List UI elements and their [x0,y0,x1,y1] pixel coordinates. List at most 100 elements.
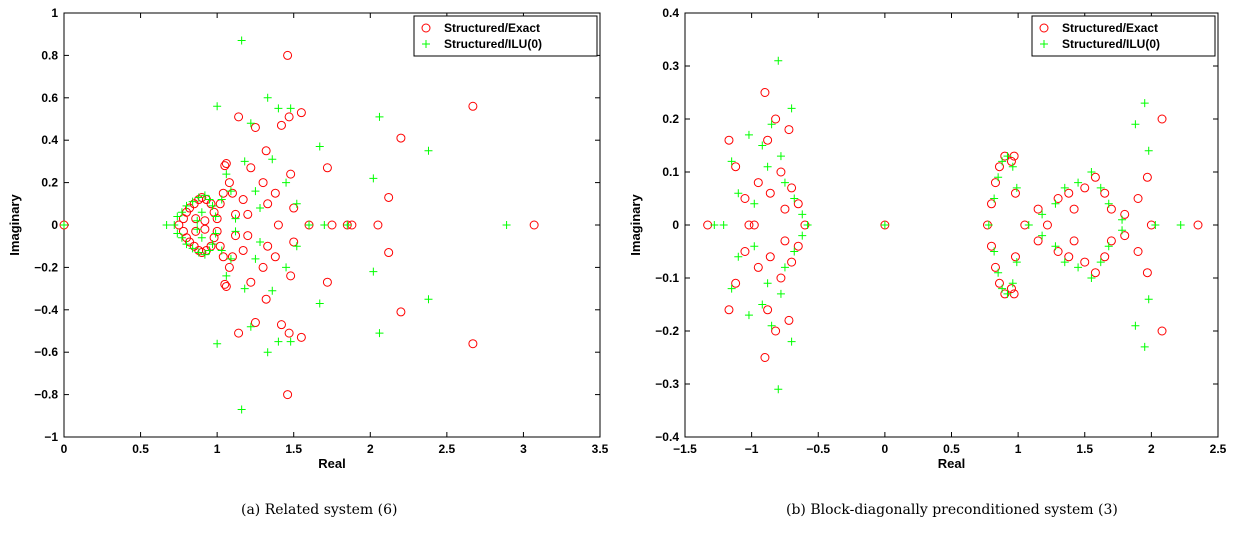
data-point-exact [1069,204,1079,214]
data-point-ilu [315,142,324,151]
data-point-ilu [1038,231,1047,240]
plot-b: −1.5 −1 −0.5 0 0.5 1 1.5 2 2.5 −0.4 −0.3 −0.2 −0.1 0 0… [628,6,1227,471]
data-point-exact [234,112,244,122]
data-point-exact [1080,183,1090,193]
data-point-ilu [320,221,329,229]
data-point-exact [238,245,248,255]
data-point-exact [1053,194,1063,203]
data-point-ilu [798,210,807,219]
data-point-exact [221,281,231,291]
data-point-exact [191,226,201,236]
data-point-ilu [217,195,226,204]
data-point-exact [200,216,210,226]
data-point-ilu [1104,242,1113,251]
data-point-exact [250,318,260,328]
data-point-exact [1006,156,1016,166]
data-point-ilu [750,242,759,251]
data-point-exact [322,163,332,173]
y-tick-label: 0.6 [41,91,58,105]
data-point-exact [753,178,763,188]
data-point-exact [760,353,770,362]
data-point-exact [1006,284,1016,294]
data-point-exact [740,247,750,256]
data-point-ilu [173,229,182,238]
y-tick-label: 0.4 [41,133,58,147]
y-tick-label: −0.8 [34,388,58,402]
y-tick-label: 0 [672,218,679,232]
data-point-exact [986,199,996,209]
data-point-exact [263,241,273,251]
data-point-ilu [231,227,240,236]
y-tick-label: 1 [51,6,58,20]
data-point-ilu [1003,152,1012,161]
data-point-ilu [226,254,235,263]
data-point-exact [276,320,286,330]
data-point-ilu [763,279,772,288]
data-point-exact [731,278,741,288]
data-point-ilu [744,311,753,320]
data-point-exact [396,307,406,317]
data-point-ilu [780,263,789,272]
data-point-ilu [282,178,291,187]
data-point-ilu [194,193,203,202]
data-point-ilu [292,199,301,208]
data-point-ilu [1060,258,1069,267]
legend-entry: Structured/ILU(0) [1062,37,1160,51]
data-point-exact [1033,204,1043,214]
data-point-ilu [774,385,783,394]
data-point-exact [468,339,478,349]
data-point-exact [284,112,294,122]
data-point-exact [787,257,797,267]
x-tick-label: 0 [61,442,68,456]
data-point-ilu [170,221,179,229]
data-point-exact [218,252,228,262]
data-point-ilu [727,157,736,166]
data-point-ilu [424,295,433,304]
data-point-ilu [1074,263,1083,272]
data-point-ilu [424,146,433,155]
data-point-exact [776,167,786,177]
data-point-ilu [263,348,272,357]
data-point-ilu [256,237,265,246]
data-point-ilu [1140,342,1149,351]
data-point-exact [212,214,222,224]
data-point-exact [286,271,296,281]
data-point-ilu [268,155,277,164]
data-point-ilu [1024,221,1033,229]
data-point-exact [270,252,280,262]
data-point-ilu [744,130,753,139]
data-point-exact [276,120,286,130]
data-point-exact [212,226,222,236]
data-point-ilu [194,248,203,257]
data-point-ilu [1003,289,1012,298]
data-point-ilu [790,194,799,203]
x-axis-label: Real [318,456,345,471]
data-point-exact [261,146,271,156]
legend-marker-ilu [1040,40,1048,48]
data-point-exact [1157,326,1167,336]
data-point-exact [246,277,256,287]
data-point-ilu [1131,120,1140,129]
series-exact [703,88,1203,362]
caption-a: (a) Related system (6) [241,502,398,518]
y-axis-label: Imaginary [628,194,643,256]
data-point-exact [218,188,228,198]
x-tick-label: 1 [1015,442,1022,456]
data-point-ilu [286,337,295,346]
data-point-ilu [182,240,191,249]
data-point-ilu [213,102,222,111]
data-point-ilu [1104,199,1113,208]
data-point-ilu [790,247,799,256]
data-point-exact [1010,188,1020,198]
data-point-exact [250,122,260,132]
x-tick-label: 1 [214,442,221,456]
data-point-ilu [268,286,277,295]
data-point-ilu [719,221,728,229]
data-point-ilu [710,221,719,229]
data-point-ilu [1096,258,1105,267]
y-tick-label: −0.2 [34,260,58,274]
y-tick-label: −0.3 [655,377,679,391]
data-point-exact [1064,252,1074,262]
data-point-ilu [1087,168,1096,176]
data-point-ilu [758,300,767,309]
